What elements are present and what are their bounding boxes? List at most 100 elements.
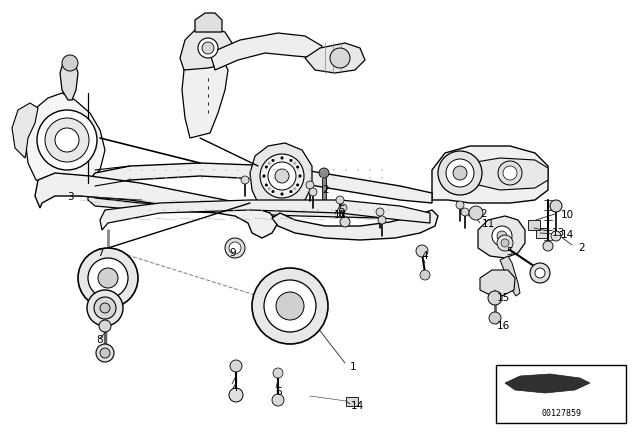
Circle shape [233, 209, 235, 211]
Polygon shape [182, 53, 228, 138]
Circle shape [280, 156, 284, 159]
Circle shape [271, 190, 275, 193]
Circle shape [492, 226, 512, 246]
Circle shape [369, 169, 371, 171]
Circle shape [280, 156, 284, 159]
Circle shape [213, 169, 215, 171]
Bar [496, 365, 626, 423]
Text: 7: 7 [97, 248, 104, 258]
Circle shape [55, 128, 79, 152]
Circle shape [177, 177, 179, 179]
Text: 15: 15 [497, 293, 510, 303]
Circle shape [543, 241, 553, 251]
Text: 00127859: 00127859 [541, 409, 581, 418]
Circle shape [345, 209, 347, 211]
Circle shape [285, 169, 287, 171]
Circle shape [37, 110, 97, 170]
Text: 8: 8 [96, 335, 102, 345]
Circle shape [230, 360, 242, 372]
Circle shape [333, 169, 335, 171]
Circle shape [177, 169, 179, 171]
Circle shape [94, 297, 116, 319]
Circle shape [229, 242, 241, 254]
Circle shape [163, 209, 165, 211]
Circle shape [345, 169, 347, 171]
Circle shape [165, 169, 167, 171]
Circle shape [297, 177, 299, 179]
Circle shape [264, 280, 316, 332]
Circle shape [296, 165, 299, 168]
Circle shape [551, 231, 561, 241]
Circle shape [78, 248, 138, 308]
Circle shape [273, 368, 283, 378]
Circle shape [293, 187, 296, 190]
Bar [346, 397, 358, 406]
Polygon shape [480, 270, 515, 296]
Circle shape [280, 193, 284, 195]
Circle shape [96, 344, 114, 362]
Text: 2: 2 [322, 185, 328, 195]
Circle shape [202, 42, 214, 54]
Circle shape [247, 209, 249, 211]
Circle shape [265, 165, 268, 168]
Text: 2: 2 [578, 243, 584, 253]
Circle shape [201, 177, 203, 179]
Circle shape [45, 118, 89, 162]
Circle shape [219, 209, 221, 211]
Circle shape [237, 169, 239, 171]
Polygon shape [100, 200, 430, 230]
Circle shape [488, 291, 502, 305]
Circle shape [345, 177, 347, 179]
Circle shape [285, 177, 287, 179]
Circle shape [213, 177, 215, 179]
Circle shape [373, 209, 375, 211]
Circle shape [303, 209, 305, 211]
Circle shape [100, 303, 110, 313]
Text: 4: 4 [231, 383, 237, 393]
Polygon shape [12, 103, 38, 158]
Polygon shape [195, 13, 222, 32]
Circle shape [357, 177, 359, 179]
Circle shape [237, 177, 239, 179]
Circle shape [225, 238, 245, 258]
Polygon shape [470, 158, 548, 190]
Circle shape [378, 216, 386, 224]
Text: 14: 14 [561, 230, 574, 240]
Circle shape [501, 239, 509, 247]
Polygon shape [305, 43, 365, 73]
Circle shape [262, 175, 266, 177]
Circle shape [317, 209, 319, 211]
Circle shape [99, 320, 111, 332]
Polygon shape [60, 63, 78, 100]
Circle shape [530, 263, 550, 283]
Circle shape [241, 176, 249, 184]
Circle shape [416, 245, 428, 257]
Circle shape [88, 258, 128, 298]
Circle shape [306, 181, 314, 189]
Circle shape [198, 38, 218, 58]
Circle shape [381, 169, 383, 171]
Circle shape [268, 162, 271, 165]
Circle shape [275, 209, 277, 211]
Circle shape [149, 209, 151, 211]
Circle shape [319, 168, 329, 178]
Circle shape [330, 48, 350, 68]
Circle shape [141, 177, 143, 179]
Circle shape [268, 187, 271, 190]
Circle shape [298, 175, 301, 177]
Circle shape [261, 177, 263, 179]
Circle shape [201, 169, 203, 171]
Circle shape [289, 209, 291, 211]
Circle shape [249, 177, 251, 179]
Circle shape [293, 162, 296, 165]
Circle shape [289, 190, 292, 193]
Circle shape [87, 290, 123, 326]
Circle shape [62, 55, 78, 71]
Text: 12: 12 [334, 210, 348, 220]
Circle shape [456, 201, 464, 209]
Text: 13: 13 [552, 228, 565, 238]
Circle shape [271, 159, 275, 162]
Circle shape [446, 159, 474, 187]
Circle shape [265, 184, 268, 186]
Circle shape [129, 177, 131, 179]
